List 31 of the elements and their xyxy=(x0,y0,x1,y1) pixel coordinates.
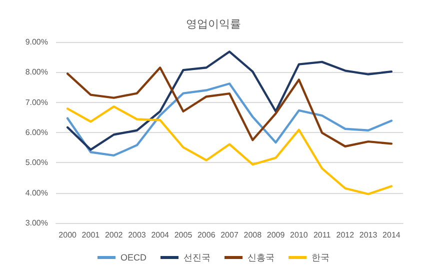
line-series xyxy=(66,66,393,148)
y-tick-label: 7.00% xyxy=(25,98,48,107)
x-tick-label: 2002 xyxy=(104,230,124,240)
x-tick-label: 2011 xyxy=(313,230,332,240)
x-tick-label: 2000 xyxy=(58,230,78,240)
legend-label: OECD xyxy=(120,252,147,262)
x-tick-label: 2012 xyxy=(336,230,355,240)
x-tick-label: 2010 xyxy=(290,230,308,240)
x-tick-label: 2008 xyxy=(244,230,262,240)
line-series xyxy=(66,50,393,151)
x-tick-label: 2001 xyxy=(82,230,100,240)
x-tick-label: 2003 xyxy=(128,230,146,240)
y-tick-label: 5.00% xyxy=(25,158,48,168)
x-tick-label: 2004 xyxy=(151,230,170,240)
line-series xyxy=(66,82,393,157)
legend-label: 신흥국 xyxy=(248,252,274,262)
x-tick-label: 2007 xyxy=(220,230,239,240)
x-tick-label: 2013 xyxy=(359,230,378,240)
x-tick-label: 2014 xyxy=(382,230,401,240)
y-tick-label: 4.00% xyxy=(25,188,48,198)
y-tick-label: 3.00% xyxy=(25,218,48,228)
chart-title: 영업이익률 xyxy=(186,18,241,30)
y-tick-label: 8.00% xyxy=(25,68,48,77)
y-tick-label: 6.00% xyxy=(25,128,48,137)
line-series xyxy=(66,105,393,196)
y-tick-label: 9.00% xyxy=(25,38,48,46)
x-tick-label: 2009 xyxy=(266,230,286,240)
legend-label: 선진국 xyxy=(184,252,210,262)
x-tick-label: 2005 xyxy=(174,230,193,240)
x-tick-label: 2006 xyxy=(197,230,216,240)
legend-label: 한국 xyxy=(312,252,330,262)
